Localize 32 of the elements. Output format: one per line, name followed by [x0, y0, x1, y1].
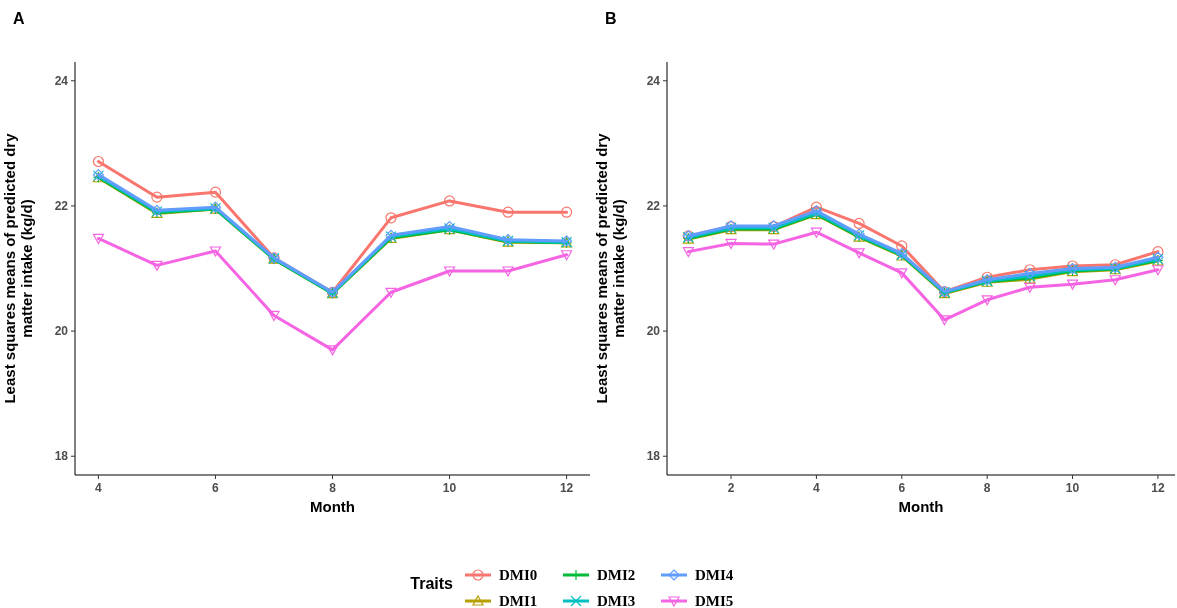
x-axis-title: Month [310, 498, 355, 515]
x-tick-label: 2 [727, 481, 735, 495]
legend-label: DMI2 [597, 567, 636, 584]
x-tick-label: 10 [442, 481, 457, 495]
x-tick-label: 10 [1065, 481, 1080, 495]
x-tick-label: 12 [559, 481, 574, 495]
y-tick-label: 18 [54, 449, 69, 464]
y-tick-label: 22 [646, 199, 661, 214]
legend-label: DMI4 [695, 567, 734, 584]
y-axis-title: Least squares means of predicted dry matter intake (kg/d) [592, 132, 627, 404]
legend-label: DMI0 [499, 567, 538, 584]
y-tick-label: 22 [54, 199, 69, 214]
legend-label: DMI5 [695, 593, 734, 608]
x-tick-label: 6 [898, 481, 906, 495]
legend-label: DMI3 [597, 593, 636, 608]
x-axis-title: Month [898, 498, 944, 515]
x-tick-label: 12 [1151, 481, 1165, 495]
x-tick-label: 8 [983, 481, 991, 495]
y-tick-label: 20 [646, 324, 661, 339]
x-tick-label: 8 [329, 481, 337, 495]
chart-title: A [13, 10, 25, 27]
legend-label: DMI1 [499, 593, 538, 608]
y-tick-label: 18 [646, 449, 661, 464]
x-tick-label: 6 [212, 481, 220, 495]
legend-title: Traits [410, 575, 454, 592]
y-tick-label: 20 [54, 324, 69, 339]
y-tick-label: 24 [646, 73, 661, 88]
chart-title: B [605, 10, 617, 27]
x-tick-label: 4 [95, 481, 103, 495]
x-tick-label: 4 [813, 481, 821, 495]
y-tick-label: 24 [54, 73, 69, 88]
y-axis-title: Least squares means of predicted dry matter intake (kg/d) [0, 132, 35, 404]
